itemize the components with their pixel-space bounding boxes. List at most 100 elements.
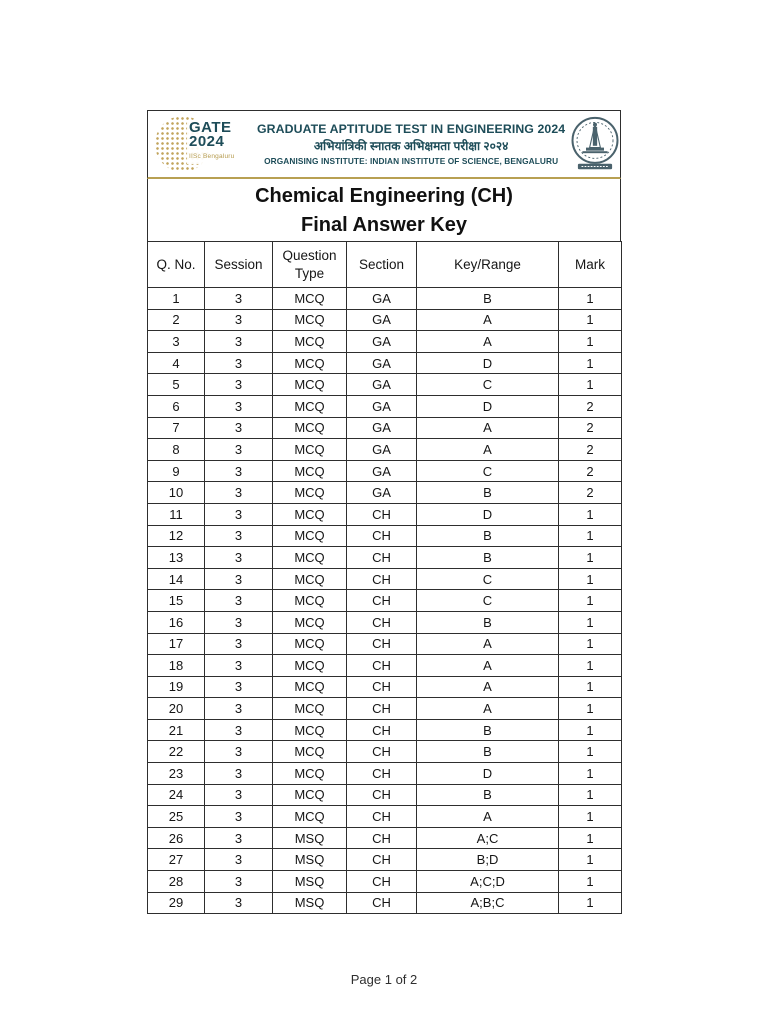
cell-question-type: MCQ	[272, 567, 347, 591]
cell-section: CH	[346, 589, 417, 612]
cell-mark: 1	[558, 287, 622, 310]
cell-section: GA	[346, 330, 417, 353]
cell-section: GA	[346, 481, 417, 504]
cell-qno: 7	[147, 416, 205, 440]
cell-key-range: B	[416, 740, 559, 764]
cell-session: 3	[204, 394, 273, 418]
cell-mark: 1	[558, 805, 622, 828]
cell-key-range: A	[416, 632, 559, 656]
cell-key-range: C	[416, 373, 559, 396]
cell-key-range: B	[416, 718, 559, 742]
cell-question-type: MCQ	[272, 610, 347, 634]
cell-key-range: D	[416, 351, 559, 375]
cell-qno: 4	[147, 351, 205, 375]
column-header: Question Type	[272, 241, 347, 288]
cell-qno: 2	[147, 308, 205, 332]
cell-key-range: B	[416, 524, 559, 548]
cell-qno: 29	[147, 891, 205, 915]
cell-question-type: MCQ	[272, 438, 347, 461]
cell-session: 3	[204, 589, 273, 612]
cell-session: 3	[204, 675, 273, 699]
cell-question-type: MCQ	[272, 546, 347, 569]
cell-qno: 9	[147, 459, 205, 483]
cell-section: CH	[346, 654, 417, 677]
cell-key-range: A	[416, 438, 559, 461]
cell-qno: 8	[147, 438, 205, 461]
cell-key-range: D	[416, 394, 559, 418]
cell-section: GA	[346, 459, 417, 483]
cell-session: 3	[204, 502, 273, 526]
table-row: 23 3 MCQ CH D 1	[147, 762, 622, 785]
cell-qno: 26	[147, 826, 205, 850]
cell-question-type: MCQ	[272, 675, 347, 699]
cell-session: 3	[204, 373, 273, 396]
cell-section: GA	[346, 287, 417, 310]
cell-section: CH	[346, 848, 417, 872]
cell-question-type: MCQ	[272, 373, 347, 396]
answer-key-title: Final Answer Key	[301, 214, 467, 236]
column-header: Q. No.	[147, 241, 205, 288]
cell-question-type: MCQ	[272, 351, 347, 375]
cell-qno: 13	[147, 546, 205, 569]
cell-question-type: MCQ	[272, 308, 347, 332]
cell-section: CH	[346, 502, 417, 526]
table-row: 6 3 MCQ GA D 2	[147, 394, 622, 418]
table-row: 28 3 MSQ CH A;C;D 1	[147, 870, 622, 893]
cell-session: 3	[204, 546, 273, 569]
cell-section: GA	[346, 416, 417, 440]
cell-section: CH	[346, 675, 417, 699]
cell-section: GA	[346, 394, 417, 418]
cell-session: 3	[204, 459, 273, 483]
cell-qno: 17	[147, 632, 205, 656]
table-row: 1 3 MCQ GA B 1	[147, 287, 622, 310]
cell-qno: 10	[147, 481, 205, 504]
cell-section: GA	[346, 373, 417, 396]
cell-question-type: MCQ	[272, 805, 347, 828]
cell-question-type: MCQ	[272, 459, 347, 483]
cell-key-range: A	[416, 308, 559, 332]
table-row: 29 3 MSQ CH A;B;C 1	[147, 891, 622, 915]
iisc-seal-icon	[567, 114, 623, 174]
cell-mark: 1	[558, 675, 622, 699]
cell-mark: 1	[558, 762, 622, 785]
cell-mark: 1	[558, 654, 622, 677]
table-row: 17 3 MCQ CH A 1	[147, 632, 622, 656]
cell-qno: 6	[147, 394, 205, 418]
cell-session: 3	[204, 610, 273, 634]
cell-session: 3	[204, 481, 273, 504]
table-row: 27 3 MSQ CH B;D 1	[147, 848, 622, 872]
cell-mark: 2	[558, 416, 622, 440]
cell-question-type: MCQ	[272, 697, 347, 720]
cell-question-type: MCQ	[272, 330, 347, 353]
cell-mark: 1	[558, 718, 622, 742]
cell-question-type: MCQ	[272, 394, 347, 418]
cell-mark: 1	[558, 740, 622, 764]
cell-mark: 1	[558, 330, 622, 353]
cell-session: 3	[204, 848, 273, 872]
table-row: 15 3 MCQ CH C 1	[147, 589, 622, 612]
cell-session: 3	[204, 805, 273, 828]
cell-qno: 25	[147, 805, 205, 828]
cell-key-range: C	[416, 567, 559, 591]
cell-key-range: A	[416, 330, 559, 353]
cell-session: 3	[204, 891, 273, 915]
table-row: 4 3 MCQ GA D 1	[147, 351, 622, 375]
gate-logo-name: GATE	[189, 119, 232, 136]
cell-key-range: A;B;C	[416, 891, 559, 915]
cell-mark: 1	[558, 546, 622, 569]
cell-qno: 14	[147, 567, 205, 591]
table-row: 11 3 MCQ CH D 1	[147, 502, 622, 526]
table-row: 22 3 MCQ CH B 1	[147, 740, 622, 764]
cell-mark: 1	[558, 632, 622, 656]
cell-mark: 1	[558, 589, 622, 612]
cell-question-type: MSQ	[272, 870, 347, 893]
cell-question-type: MCQ	[272, 654, 347, 677]
column-header: Session	[204, 241, 273, 288]
cell-key-range: A	[416, 416, 559, 440]
table-row: 5 3 MCQ GA C 1	[147, 373, 622, 396]
cell-qno: 24	[147, 783, 205, 807]
cell-session: 3	[204, 870, 273, 893]
cell-mark: 1	[558, 891, 622, 915]
cell-qno: 20	[147, 697, 205, 720]
table-row: 24 3 MCQ CH B 1	[147, 783, 622, 807]
